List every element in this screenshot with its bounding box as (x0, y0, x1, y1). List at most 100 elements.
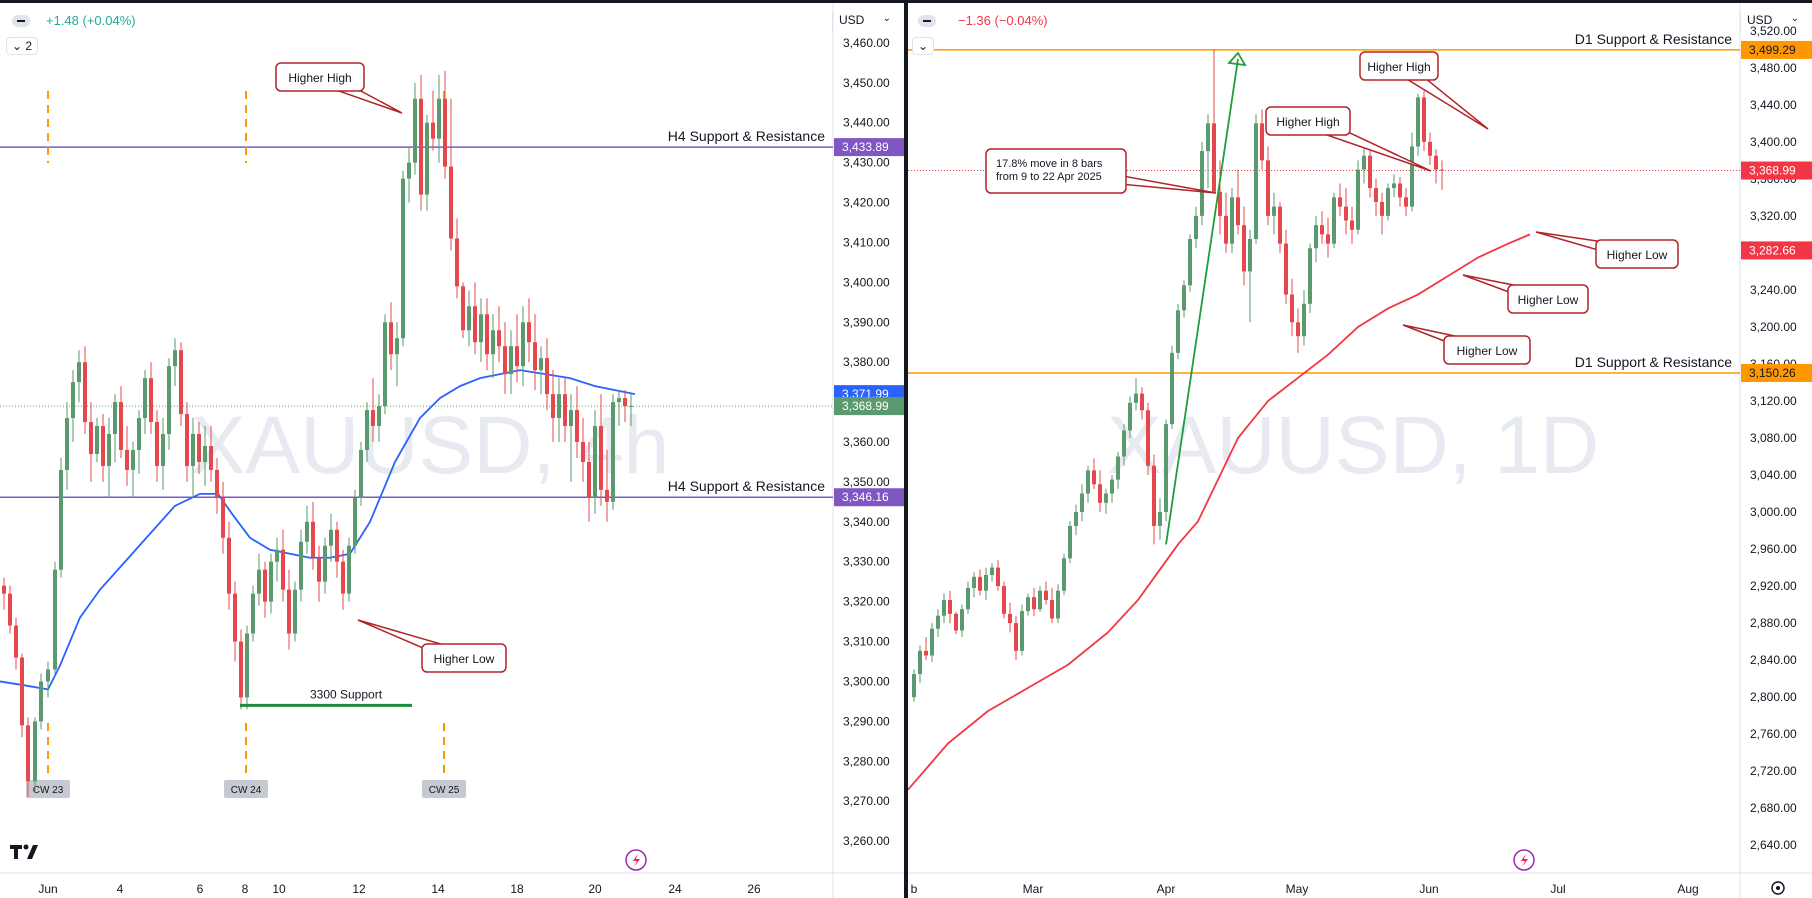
support-resistance-label: H4 Support & Resistance (668, 128, 825, 144)
candle-body (245, 633, 249, 698)
candle-body (1182, 285, 1186, 311)
x-tick-label: 8 (242, 882, 249, 896)
chart-4h[interactable]: XAUUSD, 4h 3,460.00 3,450.00 3,440.00 3,430.… (0, 3, 904, 898)
candle-body (107, 434, 111, 466)
y-tick-label: 3,430.00 (843, 156, 890, 170)
y-tick-label: 3,400.00 (843, 275, 890, 289)
candle-body (1320, 225, 1324, 235)
pane-divider[interactable] (904, 3, 908, 898)
candle-body (251, 593, 255, 634)
candle-body (491, 330, 495, 355)
week-marker-badge (422, 780, 466, 798)
price-change: +1.48 (+0.04%) (46, 13, 136, 28)
candle-body (26, 725, 30, 782)
candle-body (1068, 525, 1072, 559)
y-tick-label: 3,320.00 (843, 595, 890, 609)
candle-body (924, 650, 928, 656)
candle-body (930, 628, 934, 656)
x-tick-label: Aug (1677, 882, 1698, 896)
candle-body (1014, 623, 1018, 651)
callout-text: Higher Low (1518, 293, 1579, 307)
gear-icon[interactable] (1771, 881, 1785, 895)
candle-body (936, 615, 940, 629)
candle-body (1392, 183, 1396, 189)
currency-label: USD (839, 13, 865, 27)
candle-body (1020, 611, 1024, 651)
candle-body (197, 434, 201, 462)
candle-body (323, 545, 327, 582)
logo-dot (23, 844, 29, 850)
collapse-icon[interactable] (12, 15, 30, 27)
y-tick-label: 2,840.00 (1750, 653, 1797, 667)
y-tick-label: 2,760.00 (1750, 727, 1797, 741)
x-tick-label: Jun (1419, 882, 1438, 896)
candle-body (1398, 183, 1402, 198)
candle-body (599, 426, 603, 490)
lightning-icon[interactable] (1513, 849, 1535, 871)
candle-body (996, 567, 1000, 587)
callout-box (1595, 239, 1679, 269)
y-tick-label: 3,360.00 (843, 435, 890, 449)
interval-toggle-button[interactable]: ⌄ 2 (6, 37, 39, 55)
candle-body (1212, 123, 1216, 192)
candle-body (1092, 470, 1096, 485)
price-axis-badge-label: 3,433.89 (842, 140, 889, 154)
candle-body (960, 609, 964, 631)
callout-box (1265, 106, 1351, 136)
candle-body (329, 529, 333, 546)
candle-body (233, 593, 237, 642)
candle-body (437, 98, 441, 139)
interval-toggle-button[interactable]: ⌄ (912, 37, 935, 55)
candle-body (2, 585, 6, 594)
support-resistance-label: D1 Support & Resistance (1575, 31, 1732, 47)
price-axis-badge (1741, 241, 1812, 260)
collapse-icon[interactable] (918, 15, 936, 27)
candle-body (1272, 206, 1276, 216)
candle-body (8, 593, 12, 626)
candle-body (984, 574, 988, 591)
candle-body (419, 98, 423, 195)
moving-average-line (908, 233, 1531, 791)
candle-body (617, 398, 621, 403)
candle-body (167, 366, 171, 435)
chart-1d[interactable]: XAUUSD, 1D 3,520.00 3,480.00 3,440.00 3,400.… (908, 3, 1812, 898)
price-axis-badge (834, 397, 904, 416)
candle-body (1026, 597, 1030, 612)
candle-body (1368, 155, 1372, 189)
candle-body (990, 567, 994, 575)
candle-body (14, 625, 18, 658)
candle-body (1104, 493, 1108, 503)
candle-body (113, 402, 117, 435)
price-axis-badge (1741, 40, 1812, 59)
y-tick-label: 3,270.00 (843, 794, 890, 808)
candle-body (563, 394, 567, 427)
candle-body (1422, 97, 1426, 142)
candle-body (557, 394, 561, 419)
candle-body (1356, 169, 1360, 230)
chart-pane-4h[interactable]: XAUUSD, 4h 3,460.00 3,450.00 3,440.00 3,430.… (0, 3, 904, 898)
candle-body (131, 449, 135, 470)
lightning-icon[interactable] (625, 849, 647, 871)
candle-body (287, 589, 291, 634)
candle-body (611, 402, 615, 502)
y-tick-label: 2,880.00 (1750, 616, 1797, 630)
candle-body (119, 402, 123, 450)
candle-body (948, 599, 952, 614)
candle-body (335, 529, 339, 562)
price-change: −1.36 (−0.04%) (958, 13, 1048, 28)
logo-slash (27, 845, 38, 859)
currency-select[interactable]: USD ⌄ (1740, 11, 1805, 33)
y-tick-label: 2,720.00 (1750, 764, 1797, 778)
chart-pane-1d[interactable]: XAUUSD, 1D 3,520.00 3,480.00 3,440.00 3,400.… (908, 3, 1812, 898)
candle-body (1242, 225, 1246, 272)
callout-text: Higher Low (1457, 344, 1518, 358)
candle-body (521, 322, 525, 367)
candle-body (401, 178, 405, 339)
candle-body (485, 314, 489, 355)
candle-body (1080, 493, 1084, 513)
currency-select[interactable]: USD ⌄ (832, 11, 897, 33)
candle-body (215, 469, 219, 498)
candle-body (359, 449, 363, 498)
lightning-glyph (633, 854, 640, 867)
candle-body (1428, 141, 1432, 156)
